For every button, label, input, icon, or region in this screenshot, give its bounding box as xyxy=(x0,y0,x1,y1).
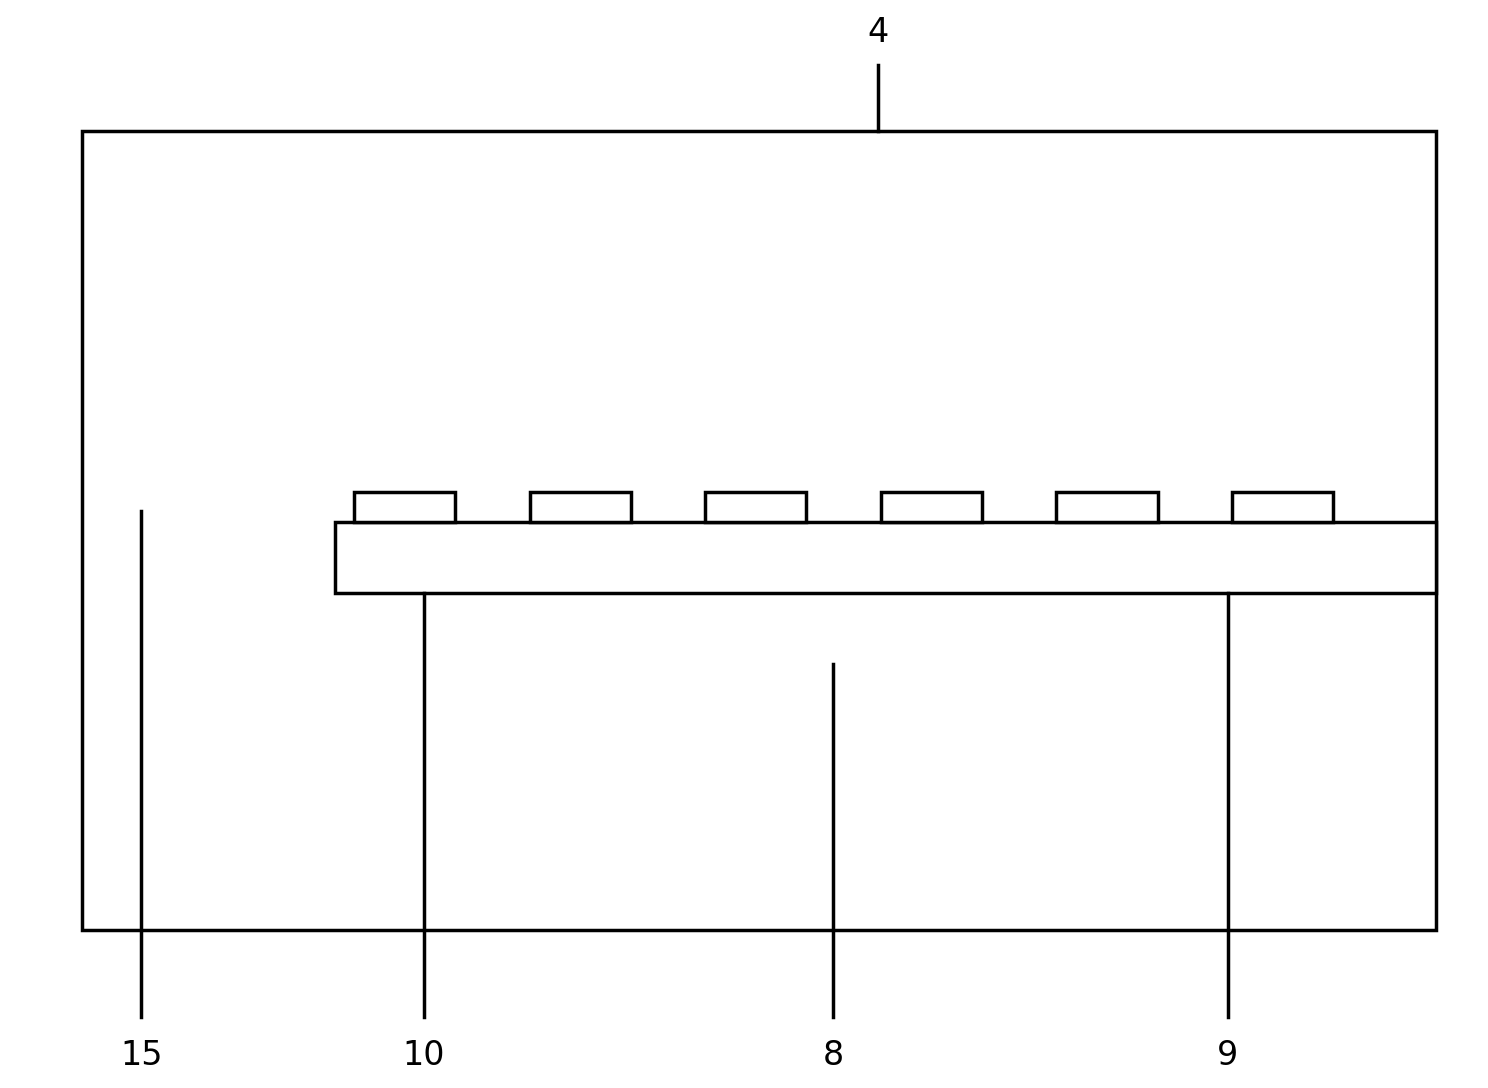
Bar xyxy=(705,492,806,522)
Bar xyxy=(1056,492,1158,522)
Bar xyxy=(82,131,1436,930)
Text: 4: 4 xyxy=(868,16,888,49)
Bar xyxy=(1232,492,1333,522)
Text: 10: 10 xyxy=(403,1039,445,1072)
Bar xyxy=(881,492,982,522)
Text: 9: 9 xyxy=(1217,1039,1238,1072)
Bar xyxy=(335,522,1436,593)
Bar xyxy=(530,492,631,522)
Text: 15: 15 xyxy=(121,1039,162,1072)
Bar xyxy=(354,492,455,522)
Text: 8: 8 xyxy=(823,1039,844,1072)
